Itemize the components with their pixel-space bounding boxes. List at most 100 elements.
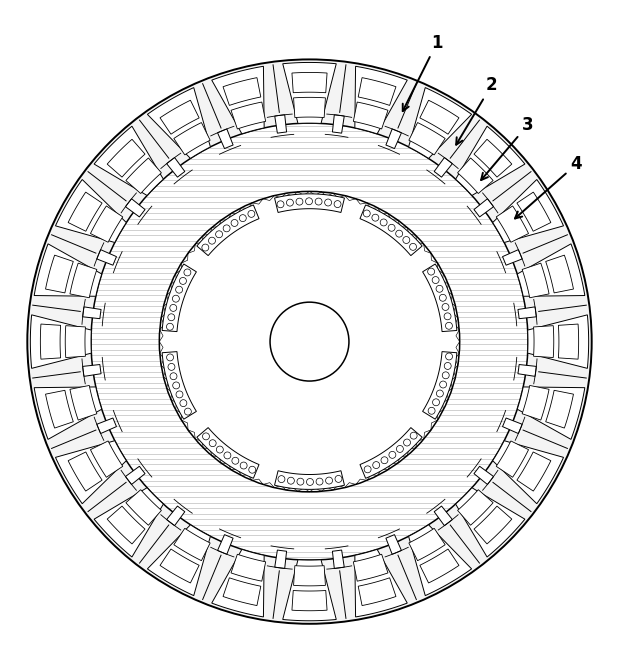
- Polygon shape: [212, 66, 264, 134]
- Circle shape: [163, 195, 456, 488]
- Polygon shape: [353, 102, 388, 129]
- Polygon shape: [358, 78, 396, 106]
- Polygon shape: [283, 560, 336, 620]
- Polygon shape: [46, 390, 73, 428]
- Polygon shape: [517, 387, 585, 440]
- Polygon shape: [409, 122, 445, 155]
- Polygon shape: [68, 452, 102, 491]
- Polygon shape: [160, 100, 199, 134]
- Polygon shape: [292, 591, 327, 610]
- Polygon shape: [56, 441, 126, 503]
- Polygon shape: [83, 307, 101, 319]
- Polygon shape: [83, 364, 101, 376]
- Polygon shape: [147, 88, 210, 158]
- Polygon shape: [107, 506, 145, 544]
- Polygon shape: [162, 352, 196, 419]
- Polygon shape: [386, 129, 402, 148]
- Polygon shape: [217, 535, 233, 555]
- Polygon shape: [231, 554, 266, 581]
- Polygon shape: [94, 126, 163, 196]
- Polygon shape: [355, 549, 407, 617]
- Polygon shape: [423, 352, 457, 419]
- Polygon shape: [457, 158, 493, 194]
- Polygon shape: [474, 506, 512, 544]
- Polygon shape: [197, 428, 259, 478]
- Polygon shape: [386, 535, 402, 555]
- Polygon shape: [212, 549, 264, 617]
- Polygon shape: [360, 205, 422, 255]
- Polygon shape: [174, 122, 210, 155]
- Polygon shape: [493, 180, 563, 243]
- Polygon shape: [355, 66, 407, 134]
- Polygon shape: [70, 263, 97, 298]
- Polygon shape: [223, 78, 261, 106]
- Polygon shape: [496, 206, 529, 242]
- Polygon shape: [353, 554, 388, 581]
- Polygon shape: [293, 566, 326, 586]
- Polygon shape: [360, 428, 422, 478]
- Text: 3: 3: [481, 116, 534, 180]
- Polygon shape: [147, 525, 210, 596]
- Text: 4: 4: [515, 155, 582, 219]
- Polygon shape: [546, 390, 573, 428]
- Polygon shape: [517, 192, 551, 231]
- Polygon shape: [30, 315, 92, 368]
- Polygon shape: [162, 264, 196, 332]
- Polygon shape: [65, 326, 85, 358]
- Polygon shape: [97, 418, 116, 434]
- Polygon shape: [474, 199, 493, 217]
- Polygon shape: [90, 441, 123, 477]
- Polygon shape: [517, 452, 551, 491]
- Polygon shape: [434, 158, 452, 177]
- Polygon shape: [56, 180, 126, 243]
- Circle shape: [238, 270, 381, 413]
- Polygon shape: [197, 205, 259, 255]
- Polygon shape: [70, 386, 97, 420]
- Polygon shape: [292, 72, 327, 92]
- Polygon shape: [126, 199, 145, 217]
- Polygon shape: [68, 192, 102, 231]
- Text: 2: 2: [456, 76, 498, 145]
- Polygon shape: [178, 209, 441, 473]
- Polygon shape: [420, 549, 459, 583]
- Polygon shape: [293, 97, 326, 118]
- Polygon shape: [546, 255, 573, 293]
- Polygon shape: [126, 489, 162, 525]
- Polygon shape: [534, 326, 554, 358]
- Polygon shape: [474, 466, 493, 485]
- Polygon shape: [474, 139, 512, 177]
- Polygon shape: [518, 364, 536, 376]
- Polygon shape: [167, 506, 185, 525]
- Polygon shape: [434, 506, 452, 525]
- Polygon shape: [40, 324, 61, 359]
- Polygon shape: [90, 206, 123, 242]
- Polygon shape: [558, 324, 579, 359]
- Polygon shape: [522, 386, 549, 420]
- Polygon shape: [493, 441, 563, 503]
- Circle shape: [91, 123, 528, 560]
- Polygon shape: [332, 115, 344, 133]
- Polygon shape: [517, 244, 585, 297]
- Polygon shape: [457, 489, 493, 525]
- Polygon shape: [97, 249, 116, 265]
- Polygon shape: [283, 63, 336, 124]
- Polygon shape: [423, 264, 457, 332]
- Polygon shape: [456, 487, 525, 557]
- Polygon shape: [420, 100, 459, 134]
- Polygon shape: [174, 528, 210, 561]
- Polygon shape: [409, 525, 472, 596]
- Circle shape: [27, 59, 592, 624]
- Polygon shape: [126, 158, 162, 194]
- Polygon shape: [275, 471, 344, 489]
- Polygon shape: [275, 194, 344, 213]
- Polygon shape: [94, 487, 163, 557]
- Polygon shape: [358, 578, 396, 606]
- Polygon shape: [126, 466, 145, 485]
- Polygon shape: [518, 307, 536, 319]
- Polygon shape: [496, 441, 529, 477]
- Polygon shape: [456, 126, 525, 196]
- Polygon shape: [167, 158, 185, 177]
- Polygon shape: [107, 139, 145, 177]
- Polygon shape: [231, 102, 266, 129]
- Polygon shape: [503, 418, 522, 434]
